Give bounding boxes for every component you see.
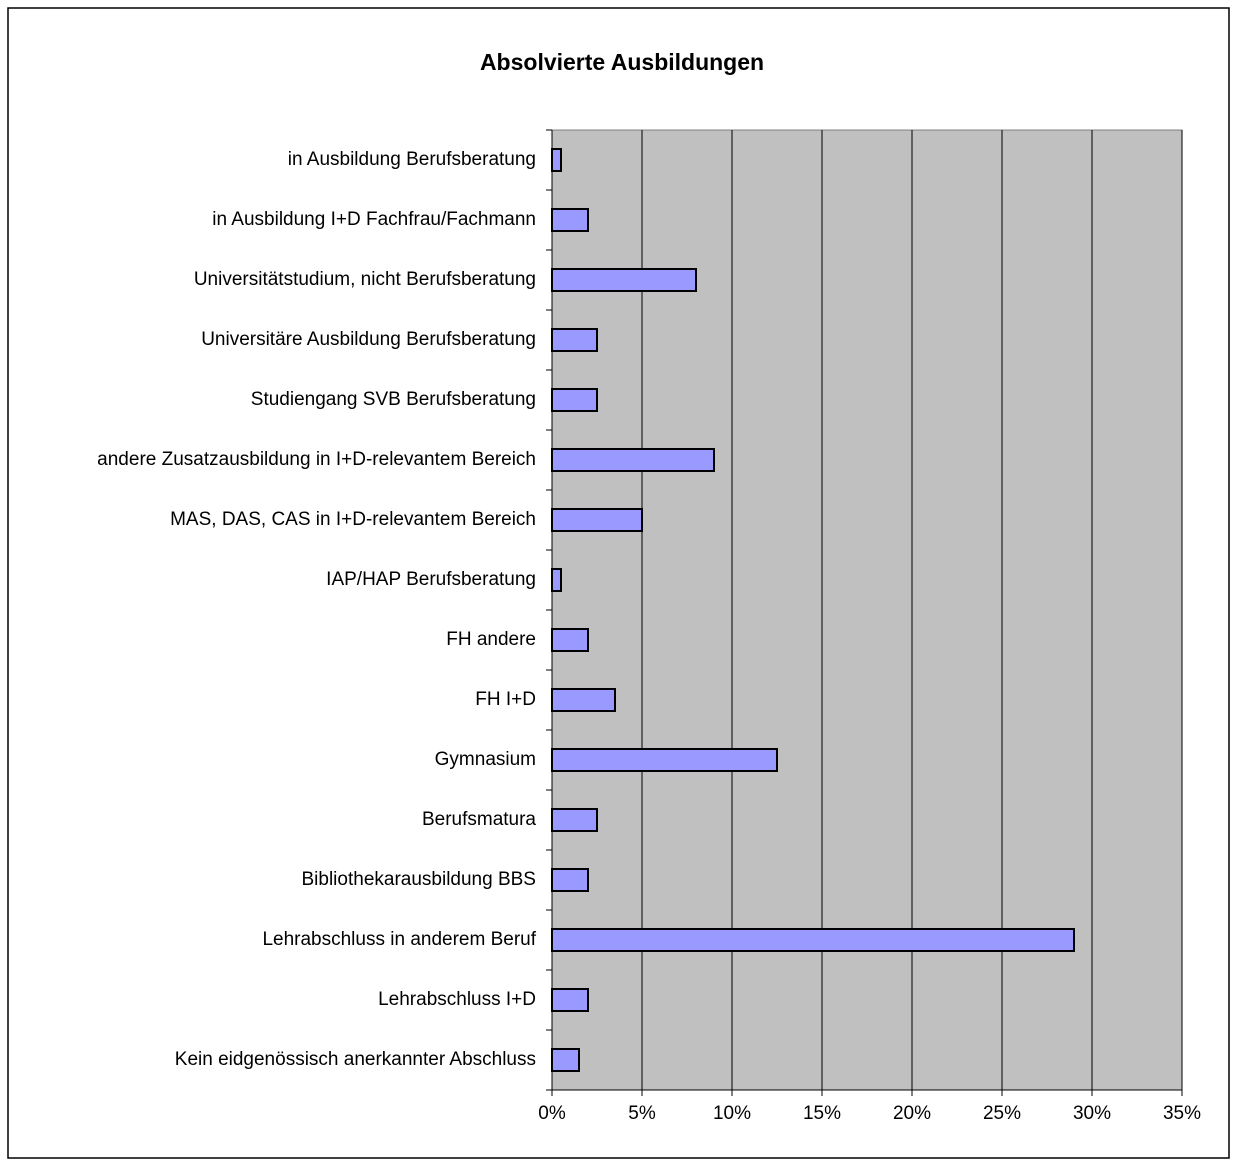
y-tick-label: Lehrabschluss in anderem Beruf	[262, 929, 536, 950]
x-tick-label: 35%	[1163, 1103, 1201, 1124]
bar	[551, 448, 715, 472]
y-tick-label: Studiengang SVB Berufsberatung	[251, 389, 536, 410]
y-tick-label: FH andere	[446, 629, 536, 650]
bar	[551, 568, 562, 592]
y-tick-label: Kein eidgenössisch anerkannter Abschluss	[175, 1049, 536, 1070]
bar	[551, 688, 616, 712]
bar	[551, 1048, 580, 1072]
bar	[551, 268, 697, 292]
y-tick-label: Universitätstudium, nicht Berufsberatung	[194, 269, 536, 290]
y-tick-label: Universitäre Ausbildung Berufsberatung	[201, 329, 536, 350]
bar	[551, 628, 589, 652]
x-tick-label: 10%	[713, 1103, 751, 1124]
x-tick-label: 0%	[538, 1103, 566, 1124]
bar	[551, 988, 589, 1012]
x-tick-label: 15%	[803, 1103, 841, 1124]
y-tick-label: andere Zusatzausbildung in I+D-relevante…	[97, 449, 536, 470]
bar	[551, 868, 589, 892]
y-tick-label: Lehrabschluss I+D	[378, 989, 536, 1010]
bar	[551, 148, 562, 172]
y-tick-label: Gymnasium	[435, 749, 536, 770]
y-tick-label: in Ausbildung Berufsberatung	[288, 149, 536, 170]
y-tick-label: MAS, DAS, CAS in I+D-relevantem Bereich	[170, 509, 536, 530]
y-tick-label: Bibliothekarausbildung BBS	[302, 869, 537, 890]
bar	[551, 508, 643, 532]
bar	[551, 208, 589, 232]
x-tick-label: 5%	[628, 1103, 656, 1124]
bar	[551, 328, 598, 352]
x-tick-label: 20%	[893, 1103, 931, 1124]
y-tick-label: FH I+D	[475, 689, 536, 710]
x-tick-label: 25%	[983, 1103, 1021, 1124]
y-tick-label: in Ausbildung I+D Fachfrau/Fachmann	[212, 209, 536, 230]
y-tick-label: IAP/HAP Berufsberatung	[326, 569, 536, 590]
bar	[551, 808, 598, 832]
y-tick-label: Berufsmatura	[422, 809, 536, 830]
bar	[551, 748, 778, 772]
bar	[551, 388, 598, 412]
x-tick-label: 30%	[1073, 1103, 1111, 1124]
chart-title: Absolvierte Ausbildungen	[480, 49, 764, 75]
bar	[551, 928, 1075, 952]
